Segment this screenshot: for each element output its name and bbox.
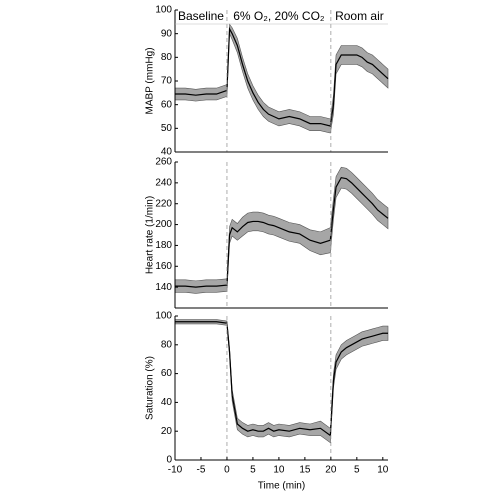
y-tick-label: 40	[161, 147, 173, 158]
x-tick-label: -10	[168, 465, 183, 476]
y-axis-label: Heart rate (1/min)	[145, 196, 156, 274]
error-band	[174, 23, 389, 134]
y-tick-label: 80	[161, 339, 173, 350]
x-tick-label: -5	[197, 465, 206, 476]
phase-label: 6% O₂, 20% CO₂	[233, 9, 325, 23]
y-tick-label: 40	[161, 397, 173, 408]
y-tick-label: 220	[155, 198, 172, 209]
y-tick-label: 100	[155, 5, 172, 16]
y-axis-label: Saturation (%)	[145, 356, 156, 420]
error-band	[174, 166, 389, 294]
x-tick-label: 15	[299, 465, 311, 476]
phase-label: Room air	[335, 9, 384, 23]
y-tick-label: 100	[155, 311, 172, 322]
y-tick-label: 240	[155, 177, 172, 188]
y-tick-label: 50	[161, 123, 173, 134]
y-tick-label: 70	[161, 76, 173, 87]
phase-label: Baseline	[178, 9, 224, 23]
y-tick-label: 60	[161, 368, 173, 379]
y-tick-label: 140	[155, 282, 172, 293]
y-tick-label: 200	[155, 219, 172, 230]
x-tick-label: 20	[325, 465, 337, 476]
y-axis-label: MABP (mmHg)	[145, 47, 156, 114]
y-tick-label: 260	[155, 157, 172, 168]
mean-line	[175, 26, 389, 127]
y-tick-label: 160	[155, 261, 172, 272]
y-tick-label: 60	[161, 99, 173, 110]
error-band	[174, 319, 389, 444]
x-tick-label: 10	[377, 465, 389, 476]
y-tick-label: 180	[155, 240, 172, 251]
x-tick-label: 5	[250, 465, 256, 476]
y-tick-label: 80	[161, 52, 173, 63]
x-tick-label: 10	[273, 465, 285, 476]
x-tick-label: 0	[224, 465, 230, 476]
y-tick-label: 0	[166, 455, 172, 466]
y-tick-label: 90	[161, 28, 173, 39]
y-tick-label: 20	[161, 426, 173, 437]
x-tick-label: 5	[354, 465, 360, 476]
x-axis-label: Time (min)	[258, 481, 305, 492]
mean-line	[175, 321, 388, 437]
mean-line	[175, 176, 389, 288]
